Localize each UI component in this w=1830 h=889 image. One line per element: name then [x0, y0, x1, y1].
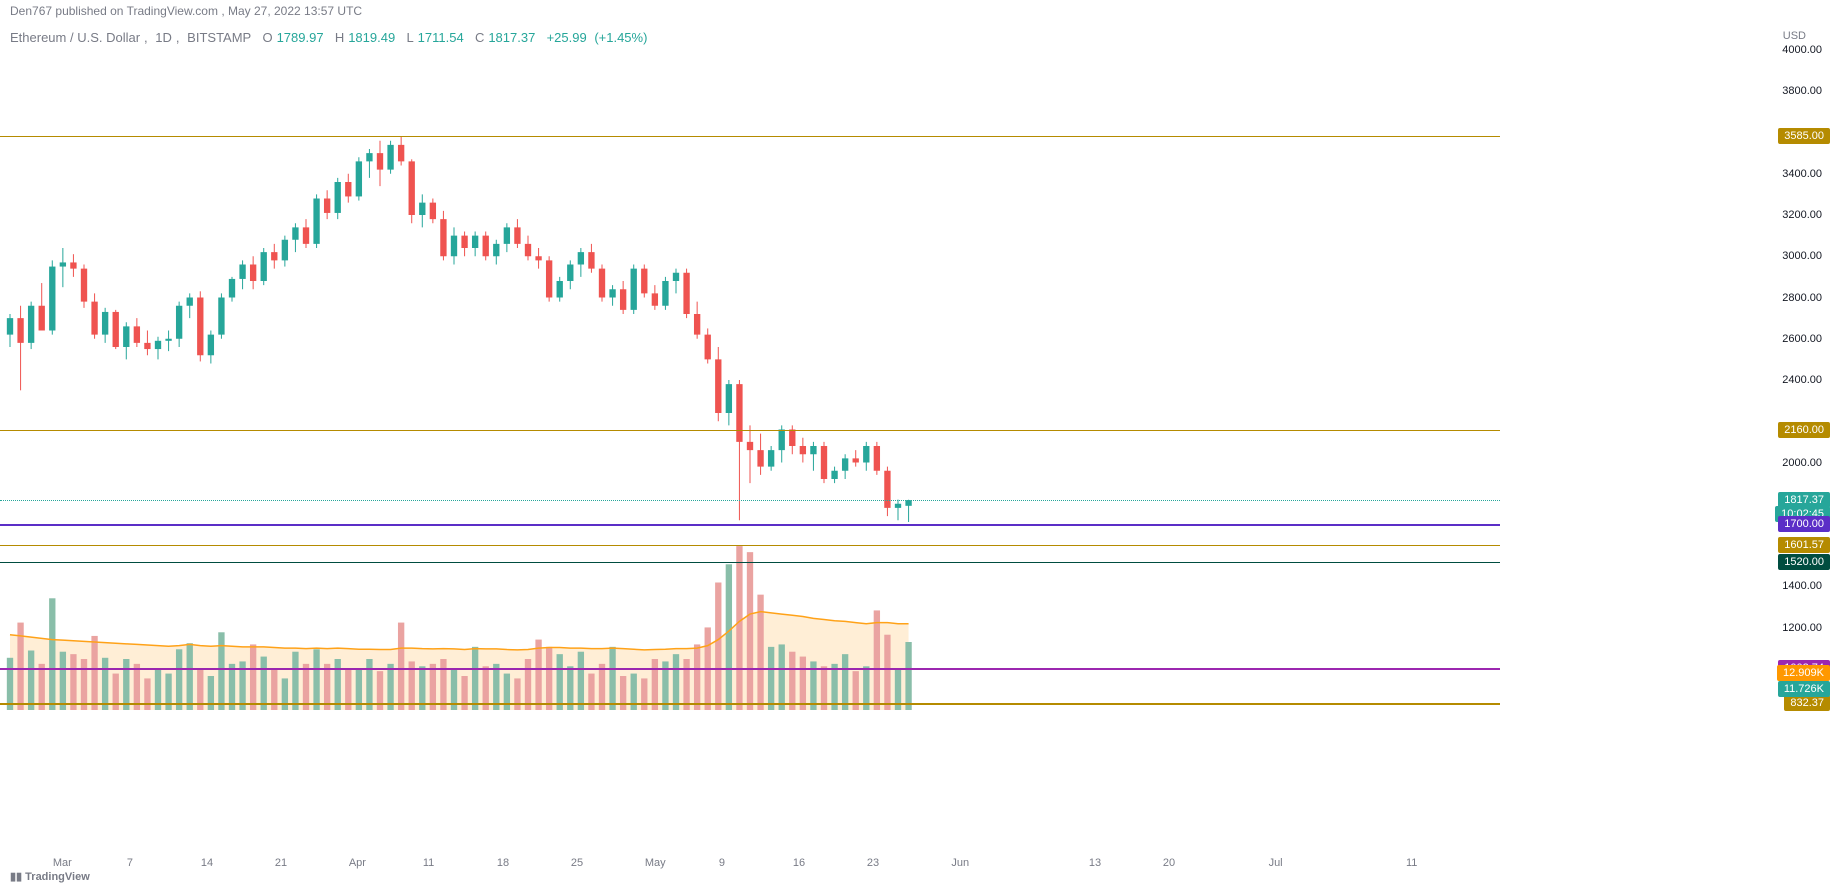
y-tick-label: 3000.00 [1782, 250, 1822, 262]
hline[interactable] [0, 668, 1500, 670]
footer-brand: ▮▮ TradingView [10, 870, 90, 883]
x-tick-label: 14 [201, 857, 213, 869]
x-tick-label: Mar [53, 857, 72, 869]
price-tag: 3585.00 [1778, 128, 1830, 144]
x-tick-label: Jun [951, 857, 969, 869]
ohlc-high: 1819.49 [348, 30, 395, 45]
ohlc-open: 1789.97 [277, 30, 324, 45]
y-tick-label: 1200.00 [1782, 622, 1822, 634]
y-tick-label: 3200.00 [1782, 209, 1822, 221]
y-tick-label: 2800.00 [1782, 292, 1822, 304]
x-tick-label: Apr [349, 857, 366, 869]
volume-tag: 11.726K [1778, 681, 1830, 697]
hline[interactable] [0, 524, 1500, 526]
x-tick-label: 16 [793, 857, 805, 869]
y-tick-label: 3800.00 [1782, 85, 1822, 97]
x-tick-label: 18 [497, 857, 509, 869]
y-tick-label: 1400.00 [1782, 580, 1822, 592]
ohlc-low: 1711.54 [418, 30, 464, 45]
timestamp: May 27, 2022 13:57 UTC [228, 4, 362, 18]
x-axis: Mar 7 14 21 Apr 11 18 25 May 9 16 23 Jun 13 20 Jul 11 [0, 849, 1500, 869]
hline[interactable] [0, 703, 1500, 705]
x-tick-label: 13 [1089, 857, 1101, 869]
y-tick-label: 4000.00 [1782, 44, 1822, 56]
volume-chart[interactable] [0, 540, 1500, 710]
y-tick-label: 2600.00 [1782, 333, 1822, 345]
hline[interactable] [0, 545, 1500, 547]
x-tick-label: 20 [1163, 857, 1175, 869]
ohlc-change-pct: (+1.45%) [594, 30, 647, 45]
site: TradingView.com [127, 4, 218, 18]
x-tick-label: 11 [1406, 857, 1417, 869]
y-tick-label: 3400.00 [1782, 168, 1822, 180]
exchange: BITSTAMP [187, 30, 251, 45]
x-tick-label: 21 [275, 857, 287, 869]
hline[interactable] [0, 136, 1500, 138]
y-tick-label: 2000.00 [1782, 457, 1822, 469]
tv-logo-icon: ▮▮ [10, 871, 25, 883]
x-tick-label: May [645, 857, 666, 869]
price-tag: 832.37 [1784, 695, 1830, 711]
symbol: Ethereum / U.S. Dollar [10, 30, 140, 45]
price-tag: 1700.00 [1778, 516, 1830, 532]
publisher: Den767 [10, 4, 52, 18]
chart-container: Den767 published on TradingView.com , Ma… [0, 0, 1830, 889]
volume-tag: 12.909K [1777, 665, 1830, 681]
x-tick-label: 25 [571, 857, 583, 869]
ohlc-change: +25.99 [547, 30, 587, 45]
x-tick-label: 11 [423, 857, 434, 869]
price-tag: 1520.00 [1778, 554, 1830, 570]
hline[interactable] [0, 430, 1500, 432]
price-tag: 1601.57 [1778, 537, 1830, 553]
ohlc-close: 1817.37 [488, 30, 535, 45]
x-tick-label: 7 [127, 857, 133, 869]
x-tick-label: 9 [719, 857, 725, 869]
interval: 1D [155, 30, 172, 45]
x-tick-label: Jul [1269, 857, 1283, 869]
y-tick-label: 2400.00 [1782, 374, 1822, 386]
hline[interactable] [0, 500, 1500, 501]
price-tag: 2160.00 [1778, 422, 1830, 438]
x-tick-label: 23 [867, 857, 879, 869]
symbol-header: Ethereum / U.S. Dollar, 1D, BITSTAMP O17… [10, 30, 651, 45]
hline[interactable] [0, 562, 1500, 564]
publish-info: Den767 published on TradingView.com , Ma… [10, 4, 362, 18]
